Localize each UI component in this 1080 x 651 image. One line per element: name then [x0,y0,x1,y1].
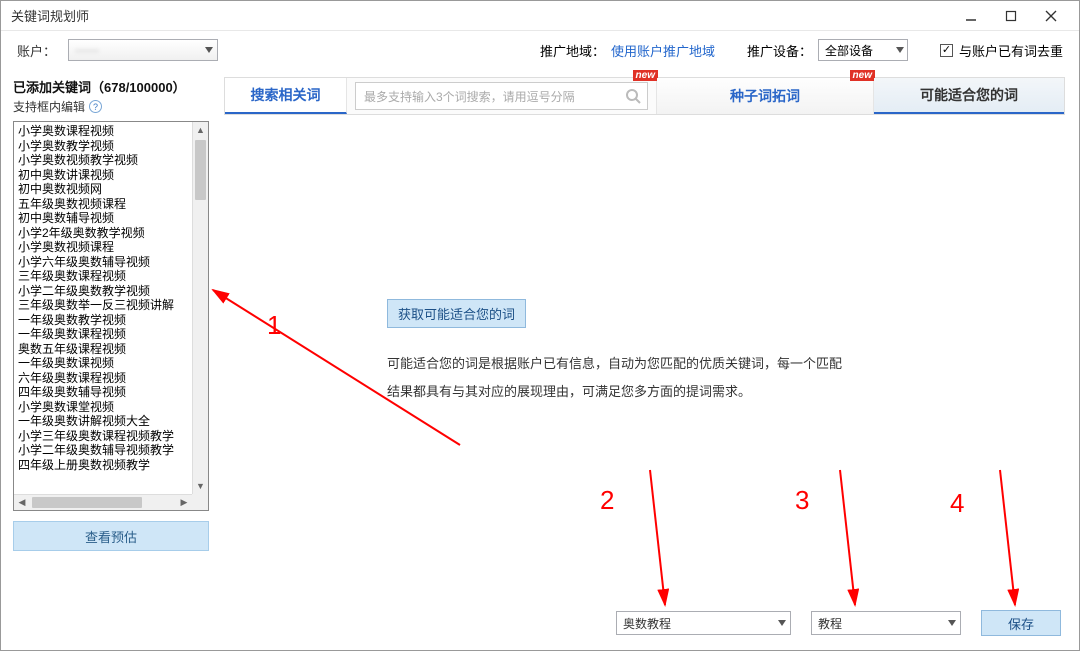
list-item[interactable]: 初中奥数视频网 [18,182,192,197]
horizontal-scrollbar[interactable]: ◀ ▶ [14,494,192,510]
tab-suggested[interactable]: 可能适合您的词 [874,78,1064,114]
sidebar-heading: 已添加关键词（678/100000） [13,77,214,96]
dedup-checkbox[interactable]: ✓ 与账户已有词去重 [940,41,1063,60]
list-item[interactable]: 小学二年级奥数教学视频 [18,284,192,299]
tab-search-input: 最多支持输入3个词搜索，请用逗号分隔 new [347,78,657,114]
list-item[interactable]: 一年级奥数教学视频 [18,313,192,328]
titlebar: 关键词规划师 [1,1,1079,31]
scroll-down-icon[interactable]: ▼ [193,478,208,494]
list-item[interactable]: 小学奥数教学视频 [18,139,192,154]
dedup-label: 与账户已有词去重 [959,41,1063,60]
list-item[interactable]: 小学二年级奥数辅导视频教学 [18,443,192,458]
account-value: ······ [75,43,99,57]
account-label: 账户： [17,41,56,60]
checkbox-icon: ✓ [940,44,953,57]
region-value[interactable]: 使用账户推广地域 [611,41,715,60]
vertical-scrollbar[interactable]: ▲ ▼ [192,122,208,494]
list-item[interactable]: 三年级奥数举一反三视频讲解 [18,298,192,313]
list-item[interactable]: 四年级上册奥数视频教学 [18,458,192,473]
list-item[interactable]: 一年级奥数课视频 [18,356,192,371]
search-placeholder: 最多支持输入3个词搜索，请用逗号分隔 [364,88,575,105]
tabs: 搜索相关词 最多支持输入3个词搜索，请用逗号分隔 new 种子词拓词 new 可… [224,77,1065,115]
list-item[interactable]: 小学奥数视频课程 [18,240,192,255]
window-controls [951,2,1071,30]
get-suggestions-button[interactable]: 获取可能适合您的词 [387,299,526,328]
content-area: 获取可能适合您的词 可能适合您的词是根据账户已有信息，自动为您匹配的优质关键词，… [224,115,1065,406]
bottom-toolbar: 奥数教程 教程 保存 [214,610,1079,636]
maximize-button[interactable] [991,2,1031,30]
list-item[interactable]: 小学奥数课程视频 [18,124,192,139]
list-item[interactable]: 小学2年级奥数教学视频 [18,226,192,241]
scroll-up-icon[interactable]: ▲ [193,122,208,138]
hscroll-thumb[interactable] [32,497,142,508]
device-label: 推广设备： [747,41,812,60]
window-title: 关键词规划师 [11,6,89,25]
app-window: 关键词规划师 账户： ······ 推广地域： 使用账户推广地域 推广设备： 全… [0,0,1080,651]
list-item[interactable]: 一年级奥数讲解视频大全 [18,414,192,429]
sidebar: 已添加关键词（678/100000） 支持框内编辑 ? 小学奥数课程视频小学奥数… [1,69,214,650]
top-toolbar: 账户： ······ 推广地域： 使用账户推广地域 推广设备： 全部设备 ✓ 与… [1,31,1079,69]
list-item[interactable]: 六年级奥数课程视频 [18,371,192,386]
scroll-left-icon[interactable]: ◀ [14,495,30,510]
category-select-1[interactable]: 奥数教程 [616,611,791,635]
scroll-corner [192,494,208,510]
region-field: 推广地域： 使用账户推广地域 [540,41,715,60]
body: 已添加关键词（678/100000） 支持框内编辑 ? 小学奥数课程视频小学奥数… [1,69,1079,650]
list-item[interactable]: 小学奥数视频教学视频 [18,153,192,168]
list-item[interactable]: 初中奥数辅导视频 [18,211,192,226]
region-label: 推广地域： [540,41,605,60]
list-item[interactable]: 五年级奥数视频课程 [18,197,192,212]
preview-button[interactable]: 查看预估 [13,521,209,551]
save-button[interactable]: 保存 [981,610,1061,636]
device-select[interactable]: 全部设备 [818,39,908,61]
main-panel: 搜索相关词 最多支持输入3个词搜索，请用逗号分隔 new 种子词拓词 new 可… [214,69,1079,650]
new-badge: new [850,70,875,81]
tab-seed-expand[interactable]: 种子词拓词 new [657,78,874,114]
help-icon[interactable]: ? [89,100,102,113]
sidebar-subheading: 支持框内编辑 ? [13,98,214,115]
device-field: 推广设备： 全部设备 [747,39,908,61]
list-item[interactable]: 小学奥数课堂视频 [18,400,192,415]
keyword-listbox[interactable]: 小学奥数课程视频小学奥数教学视频小学奥数视频教学视频初中奥数讲课视频初中奥数视频… [13,121,209,511]
scroll-thumb[interactable] [195,140,206,200]
list-item[interactable]: 小学三年级奥数课程视频教学 [18,429,192,444]
scroll-right-icon[interactable]: ▶ [176,495,192,510]
close-button[interactable] [1031,2,1071,30]
list-item[interactable]: 一年级奥数课程视频 [18,327,192,342]
account-select[interactable]: ······ [68,39,218,61]
list-item[interactable]: 四年级奥数辅导视频 [18,385,192,400]
minimize-button[interactable] [951,2,991,30]
list-item[interactable]: 小学六年级奥数辅导视频 [18,255,192,270]
description: 可能适合您的词是根据账户已有信息，自动为您匹配的优质关键词，每一个匹配 结果都具… [387,350,887,406]
category-select-2[interactable]: 教程 [811,611,961,635]
search-icon[interactable] [625,88,641,104]
list-item[interactable]: 三年级奥数课程视频 [18,269,192,284]
list-item[interactable]: 初中奥数讲课视频 [18,168,192,183]
tab-search-related[interactable]: 搜索相关词 [225,78,347,114]
new-badge: new [633,70,658,81]
list-item[interactable]: 奥数五年级课程视频 [18,342,192,357]
search-input[interactable]: 最多支持输入3个词搜索，请用逗号分隔 [355,82,648,110]
